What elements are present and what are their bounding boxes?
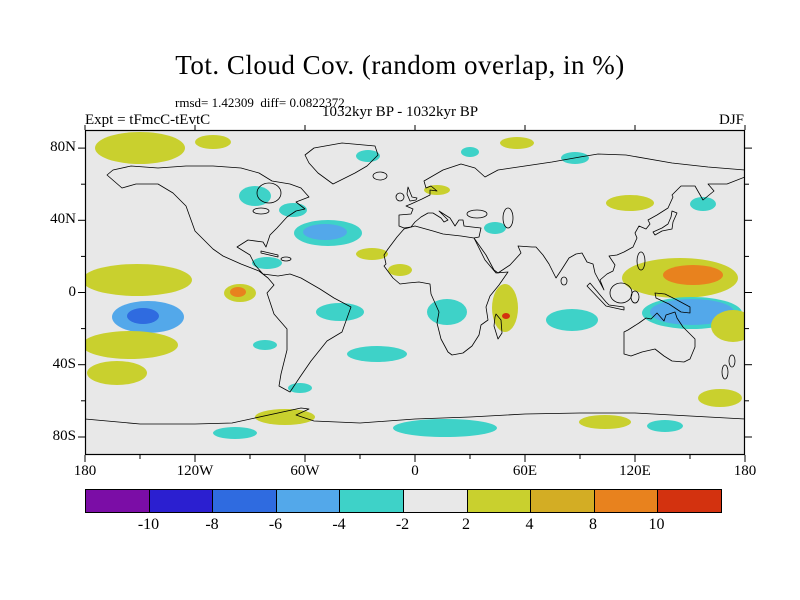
- colorbar-label: 2: [462, 516, 470, 533]
- lon-tick-120w: 120W: [176, 463, 214, 479]
- colorbar-segment: [339, 490, 403, 512]
- lon-tick-0: 0: [411, 463, 419, 479]
- axis-ticks: [78, 125, 752, 462]
- lat-tick-80s: 80S: [52, 428, 76, 444]
- lon-tick-180e: 180: [733, 463, 757, 479]
- colorbar-label: -8: [205, 516, 219, 533]
- season-label: DJF: [718, 112, 744, 128]
- anomaly-field: [85, 132, 745, 439]
- lat-tick-40s: 40S: [52, 356, 76, 372]
- colorbar-label: -6: [268, 516, 283, 533]
- colorbar-label: 4: [525, 516, 534, 533]
- colorbar-segment: [212, 490, 276, 512]
- lat-tick-0: 0: [68, 284, 77, 300]
- period-line: 1032kyr BP - 1032kyr BP: [321, 104, 479, 120]
- map-frame: [84, 129, 746, 456]
- lon-tick-60w: 60W: [290, 463, 320, 479]
- colorbar-label: -10: [137, 516, 160, 533]
- colorbar-segment: [275, 490, 340, 512]
- colorbar-segment: [86, 490, 149, 512]
- coastlines: [85, 142, 745, 425]
- map-background: [85, 130, 745, 455]
- colorbar-label: 8: [589, 516, 597, 533]
- colorbar: [85, 489, 722, 513]
- colorbar-segment: [657, 490, 721, 512]
- colorbar-labels: -10 -8 -6 -4 -2 2 4 8 10: [85, 514, 720, 534]
- world-map: [78, 125, 752, 462]
- colorbar-segment: [466, 490, 531, 512]
- colorbar-label: -4: [332, 516, 346, 533]
- map-panel: [78, 125, 752, 462]
- lon-tick-60e: 60E: [512, 463, 538, 479]
- stats-line: rmsd= 1.42309 diff= 0.0822372: [175, 95, 345, 110]
- colorbar-segment: [148, 490, 213, 512]
- colorbar-label: -2: [395, 516, 410, 533]
- lat-tick-40n: 40N: [50, 211, 76, 227]
- lon-tick-180w: 180: [73, 463, 97, 479]
- colorbar-segment: [593, 490, 658, 512]
- lat-tick-80n: 80N: [50, 139, 76, 155]
- experiment-label: Expt = tFmcC-tEvtC: [85, 112, 211, 128]
- colorbar-label: 10: [648, 516, 665, 533]
- plot-title: Tot. Cloud Cov. (random overlap, in %): [175, 50, 625, 80]
- colorbar-segment: [402, 490, 467, 512]
- colorbar-segment: [530, 490, 594, 512]
- lon-tick-120e: 120E: [619, 463, 651, 479]
